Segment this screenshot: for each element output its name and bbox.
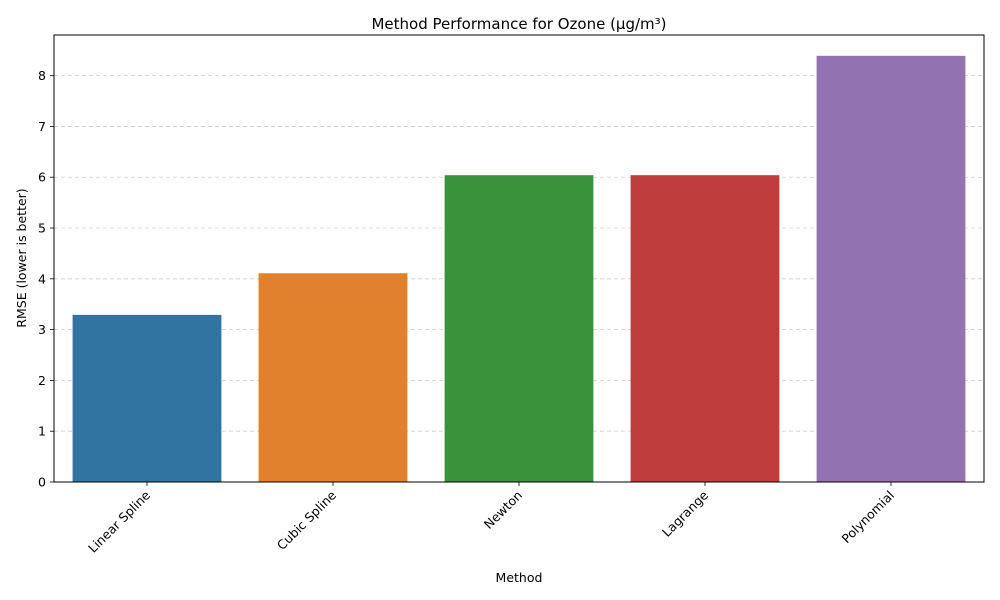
y-tick-label: 3 xyxy=(38,322,46,337)
y-tick-label: 0 xyxy=(38,475,46,490)
bar-newton xyxy=(444,175,594,483)
x-tick-label: Lagrange xyxy=(659,487,711,539)
y-tick-label: 4 xyxy=(38,271,46,286)
y-axis: 0 1 2 3 4 5 6 7 8 xyxy=(38,68,54,490)
bars xyxy=(72,55,966,483)
x-tick-label: Newton xyxy=(481,488,525,532)
x-tick-label: Linear Spline xyxy=(85,487,153,555)
bar-polynomial xyxy=(816,55,966,482)
bar-lagrange xyxy=(630,175,780,483)
y-tick-label: 2 xyxy=(38,373,46,388)
bar-cubic-spline xyxy=(258,273,408,482)
bar-linear-spline xyxy=(72,314,222,482)
chart-title: Method Performance for Ozone (µg/m³) xyxy=(371,15,666,33)
x-axis-label: Method xyxy=(496,570,543,585)
x-tick-label: Polynomial xyxy=(838,488,897,547)
y-tick-label: 7 xyxy=(38,119,46,134)
y-tick-label: 1 xyxy=(38,424,46,439)
x-axis: Linear Spline Cubic Spline Newton Lagrange P… xyxy=(85,482,897,556)
y-tick-label: 5 xyxy=(38,221,46,236)
y-tick-label: 6 xyxy=(38,170,46,185)
y-axis-label: RMSE (lower is better) xyxy=(14,188,29,327)
y-tick-label: 8 xyxy=(38,68,46,83)
x-tick-label: Cubic Spline xyxy=(274,487,340,553)
